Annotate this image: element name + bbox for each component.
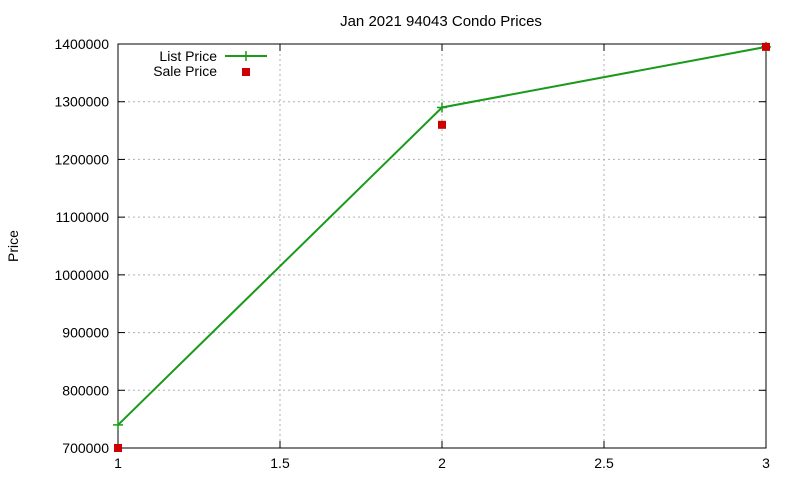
list-price-point [437, 102, 447, 113]
y-tick-label: 700000 [62, 440, 109, 456]
y-tick-label: 1300000 [54, 94, 109, 110]
list-price-point [113, 419, 123, 430]
legend-label-sale-price: Sale Price [153, 63, 217, 79]
x-tick-label: 2.5 [594, 455, 614, 471]
legend-marker-list-price [241, 51, 251, 61]
legend: List Price Sale Price [153, 48, 267, 79]
series-layer [113, 41, 771, 452]
y-tick-label: 900000 [62, 325, 109, 341]
chart-title: Jan 2021 94043 Condo Prices [340, 13, 542, 30]
legend-marker-sale-price [242, 68, 250, 76]
y-tick-label: 1400000 [54, 36, 109, 52]
sale-price-point [762, 42, 770, 51]
y-tick-label: 800000 [62, 382, 109, 398]
y-tick-label: 1100000 [56, 209, 110, 225]
legend-label-list-price: List Price [159, 48, 217, 64]
sale-price-point [114, 444, 122, 452]
x-tick-label: 1 [114, 455, 122, 471]
y-tick-label: 1000000 [54, 267, 109, 283]
x-tick-label: 3 [762, 455, 770, 471]
grid-lines [118, 44, 766, 448]
y-axis-label: Price [5, 230, 21, 262]
tick-labels: 700000 800000 900000 1000000 1100000 1200000 1… [54, 36, 770, 471]
x-tick-label: 2 [438, 455, 446, 471]
sale-price-point [438, 120, 446, 129]
y-tick-label: 1200000 [54, 151, 109, 167]
plot-frame [117, 43, 767, 449]
x-tick-label: 1.5 [270, 455, 290, 471]
